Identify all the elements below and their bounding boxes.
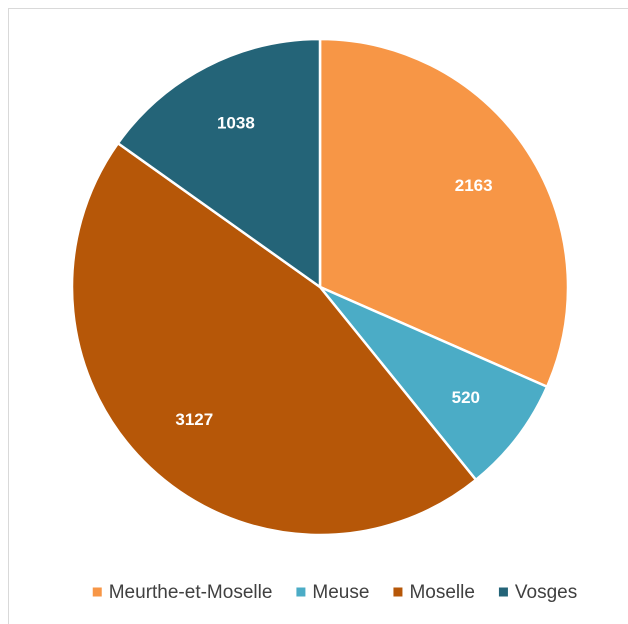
legend-label: Meuse: [312, 582, 369, 603]
data-label: 2163: [455, 176, 493, 195]
pie-slice: [319, 285, 549, 482]
legend-swatch: [296, 587, 306, 597]
pie-slice: [318, 37, 570, 389]
legend-label: Moselle: [409, 582, 474, 603]
legend-label: Meurthe-et-Moselle: [109, 582, 273, 603]
data-label: 3127: [175, 410, 213, 429]
data-label: 520: [452, 388, 480, 407]
legend-label: Vosges: [515, 582, 577, 603]
data-label: 1038: [217, 113, 255, 132]
legend-swatch: [393, 587, 403, 597]
legend-swatch: [498, 587, 508, 597]
pie-slice: [70, 141, 478, 537]
legend-swatch: [92, 587, 102, 597]
pie-slice: [116, 37, 322, 290]
